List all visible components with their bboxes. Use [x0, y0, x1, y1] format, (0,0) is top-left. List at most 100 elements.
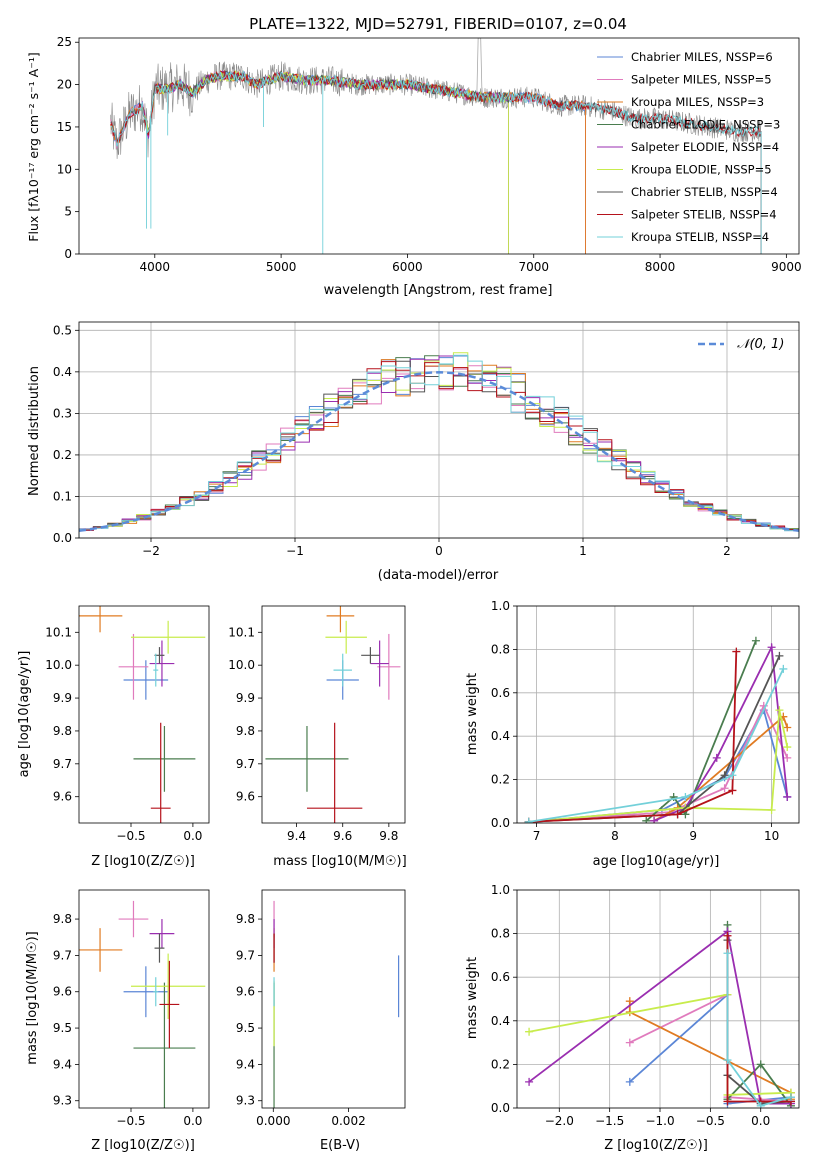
- y-tick-label: 9.8: [236, 912, 255, 926]
- residuals-ylabel: Normed distribution: [27, 366, 42, 496]
- y-tick-label: 0.8: [491, 642, 510, 656]
- y-tick-label: 0.6: [491, 686, 510, 700]
- y-tick-label: 9.9: [53, 691, 72, 705]
- z-age-ylabel: age [log10(age/yr)]: [17, 651, 32, 778]
- mass_weight_z-plot-area: [525, 920, 795, 1108]
- y-tick-label: 9.8: [53, 912, 72, 926]
- spectrum-legend: Chabrier MILES, N​SSP=6 Salpeter MILES, N…: [597, 50, 780, 244]
- mw-line-chabrier_miles: [528, 707, 789, 823]
- z_mass-axes: −0.5 0.0 9.3 9.4 9.5 9.6 9.7 9.8: [53, 912, 203, 1128]
- x-tick-label: 8: [611, 829, 619, 843]
- x-tick-label: 9: [689, 829, 697, 843]
- mw-line-kroupa_elodie: [528, 710, 789, 823]
- mw-marker-kroupa_elodie: [767, 805, 776, 814]
- spectrum-ylabel: Flux [fλ10⁻¹⁷ erg cm⁻² s⁻¹ A⁻¹]: [26, 52, 41, 241]
- mw-marker-salpeter_miles: [783, 753, 792, 762]
- x-tick-label: 9.8: [379, 829, 398, 843]
- y-tick-label: 0.4: [491, 1014, 510, 1028]
- mass_weight_z-axes: −2.0 −1.5 −1.0 −0.5 0.0 0.0 0.2 0.4 0.6 0.8 1.0: [491, 883, 799, 1128]
- y-tick-label: 0.0: [491, 816, 510, 830]
- y-tick-label: 9.7: [53, 757, 72, 771]
- mass_age-frame: [261, 605, 406, 824]
- x-tick-label: 0.0: [183, 829, 202, 843]
- mw-marker-kroupa_elodie: [783, 743, 792, 752]
- mw-line-kroupa_stelib: [726, 953, 792, 1107]
- z-age-xlabel: Z [log10(Z/Z☉)]: [91, 854, 195, 869]
- mw-marker-kroupa_stelib: [524, 817, 533, 823]
- mw-marker-chabrier_elodie: [751, 636, 760, 645]
- spectrum-axes: 4000 5000 6000 7000 8000 9000 0 5 10 15 20 25: [57, 35, 802, 274]
- y-tick-label: 0: [64, 247, 72, 261]
- mw-marker-salpeter_stelib: [723, 931, 732, 940]
- x-tick-label: 0.0: [751, 1114, 770, 1128]
- mw-marker-kroupa_stelib: [681, 792, 690, 801]
- legend-label-salpeter_miles: Salpeter MILES, N​SSP=5: [631, 73, 772, 87]
- y-tick-label: 10: [57, 162, 72, 176]
- normal-curve: [79, 371, 799, 532]
- x-tick-label: −1.5: [595, 1114, 624, 1128]
- mw-marker-kroupa_miles: [783, 723, 792, 732]
- mw-line-kroupa_miles: [653, 715, 789, 822]
- spectrum-frame: [78, 37, 800, 255]
- mw-marker-salpeter_elodie: [650, 816, 659, 823]
- y-tick-label: 0.2: [491, 1057, 510, 1071]
- y-tick-label: 0.8: [491, 927, 510, 941]
- mw-marker-kroupa_elodie: [775, 706, 784, 715]
- y-tick-label: 9.5: [53, 1021, 72, 1035]
- mw-z-xlabel: Z [log10(Z/Z☉)]: [604, 1138, 708, 1153]
- z_mass-frame: [78, 889, 210, 1109]
- x-tick-label: 6000: [392, 260, 423, 274]
- mw-marker-chabrier_elodie: [756, 1060, 765, 1069]
- mw-marker-chabrier_stelib: [775, 651, 784, 660]
- mw-marker-kroupa_stelib: [723, 1056, 732, 1065]
- mw-line-chabrier_stelib: [528, 655, 781, 823]
- y-tick-label: 10.0: [228, 658, 255, 672]
- x-tick-label: 9.4: [287, 829, 306, 843]
- mw-marker-salpeter_elodie: [783, 792, 792, 801]
- z_mass-plot-area: [79, 900, 206, 1108]
- mw-line-salpeter_stelib: [528, 651, 738, 823]
- mw-line-chabrier_elodie: [645, 640, 757, 822]
- y-tick-label: 9.7: [236, 948, 255, 962]
- y-tick-label: 10.1: [228, 625, 255, 639]
- x-tick-label: 9.6: [333, 829, 352, 843]
- mass_weight_age-axes: 7 8 9 10 0.0 0.2 0.4 0.6 0.8 1.0: [491, 599, 799, 843]
- z_age-frame: [78, 605, 210, 824]
- emission-line: [476, 38, 483, 94]
- y-tick-label: 9.3: [236, 1094, 255, 1108]
- y-tick-label: 15: [57, 120, 72, 134]
- x-tick-label: 0.0: [183, 1114, 202, 1128]
- residuals-legend-label: 𝒩(0, 1): [737, 337, 784, 352]
- mw-marker-kroupa_stelib: [779, 664, 788, 673]
- y-tick-label: 1.0: [491, 599, 510, 613]
- y-tick-label: 0.3: [53, 406, 72, 420]
- mw-line-chabrier_stelib: [726, 940, 791, 1105]
- model-line-kroupa_stelib: [110, 70, 762, 147]
- z_age-plot-area: [79, 606, 206, 823]
- x-tick-label: 0.000: [256, 1114, 290, 1128]
- y-tick-label: 0.0: [491, 1101, 510, 1115]
- y-tick-label: 9.6: [53, 985, 72, 999]
- y-tick-label: 0.2: [491, 773, 510, 787]
- mw-line-kroupa_stelib: [528, 668, 785, 823]
- ebv-mass-xlabel: E(B-V): [320, 1138, 360, 1153]
- legend-label-chabrier_miles: Chabrier MILES, N​SSP=6: [631, 50, 773, 64]
- y-tick-label: 0.4: [491, 729, 510, 743]
- legend-label-chabrier_elodie: Chabrier ELODIE, N​SSP=3: [631, 118, 780, 132]
- x-tick-label: 7: [533, 829, 541, 843]
- y-tick-label: 10.1: [45, 625, 72, 639]
- legend-label-kroupa_stelib: Kroupa STELIB, N​SSP=4: [631, 230, 769, 244]
- y-tick-label: 1.0: [491, 883, 510, 897]
- legend-label-kroupa_miles: Kroupa MILES, N​SSP=3: [631, 95, 764, 109]
- y-tick-label: 9.6: [53, 790, 72, 804]
- ebv_mass-frame: [261, 889, 406, 1109]
- y-tick-label: 9.9: [236, 691, 255, 705]
- y-tick-label: 0.6: [491, 970, 510, 984]
- mw-marker-chabrier_miles: [625, 1077, 634, 1086]
- y-tick-label: 0.2: [53, 448, 72, 462]
- y-tick-label: 9.4: [53, 1057, 72, 1071]
- x-tick-label: −0.5: [696, 1114, 725, 1128]
- y-tick-label: 9.8: [53, 724, 72, 738]
- x-tick-label: 0.002: [331, 1114, 365, 1128]
